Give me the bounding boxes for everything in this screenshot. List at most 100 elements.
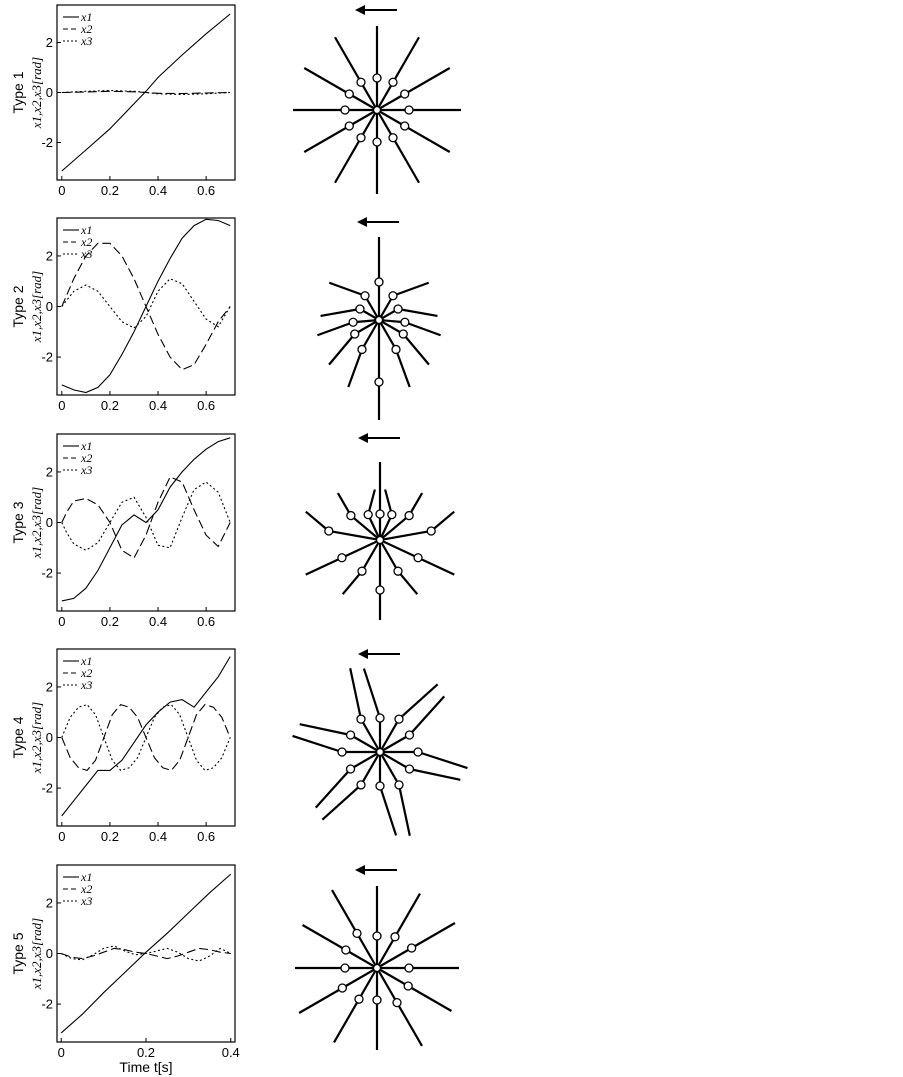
joint-node [390,932,400,942]
hub-node [372,105,382,115]
joint-node [388,291,398,301]
x-tick-label: 0.6 [197,829,215,844]
y-tick-label: 0 [46,299,53,314]
y-tick-label: 2 [46,35,53,50]
y-axis-label: x1,x2,x3[rad] [29,487,44,560]
joint-node [391,344,401,355]
link-segment [350,734,381,753]
joint-node [337,983,348,993]
arrow-left-icon [355,865,365,875]
series-line-x1 [61,13,231,172]
series-line-x3 [60,945,232,962]
joint-node [352,928,362,939]
joint-node [375,781,385,791]
link-segment [379,529,432,542]
link-segment [376,936,396,969]
link-segment [378,295,394,321]
joint-node [403,981,413,991]
joint-node [372,137,382,147]
link-segment [397,307,438,318]
x-axis-label: Time t[s] [119,1059,172,1075]
chart-panel-5: 0 0.2 0.4 -2 0 2 Type 5 x1,x2,x3[rad] Time t[s] x… [10,864,240,1075]
series-line-x3 [61,481,231,551]
y-axis-label: x1,x2,x3[rad] [29,918,44,991]
link-segment [376,967,409,987]
link-segment [392,281,430,297]
link-segment [320,307,361,318]
link-segment [328,281,366,297]
link-segment [334,36,362,83]
joint-node [404,730,415,740]
joint-node [400,121,410,131]
link-segment [367,514,381,541]
joint-node [340,963,350,973]
link-segment [298,987,343,1014]
link-segment [379,514,410,541]
joint-node [387,509,397,520]
link-segment [378,319,397,350]
x-tick-label: 0 [58,398,65,413]
link-segment [392,36,420,83]
x-tick-label: 0.4 [149,829,167,844]
series-line-x1 [61,437,231,602]
hub-node [375,535,385,545]
joint-node [345,764,356,774]
legend-label-x3: x3 [80,247,92,261]
x-tick-label: 0.2 [137,1045,155,1060]
link-segment [379,539,419,559]
link-segment [376,109,394,139]
x-tick-label: 0.6 [197,183,215,198]
panel-type-label: Type 1 [10,71,26,113]
link-segment [379,751,400,786]
joint-node [360,291,370,301]
legend-label-x3: x3 [80,894,92,908]
arrow-left-icon [355,5,365,15]
joint-node [341,945,351,955]
link-segment [321,784,362,821]
joint-node [357,344,367,355]
joint-node [404,510,414,521]
joint-node [337,747,347,757]
link-segment [347,349,364,388]
legend-label-x2: x2 [80,882,92,896]
x-tick-label: 0 [58,1045,65,1060]
joint-node [372,931,382,941]
joint-node [354,994,364,1004]
y-tick-label: -2 [41,135,53,150]
link-segment [356,932,378,969]
link-segment [305,556,343,576]
y-tick-label: 0 [46,85,53,100]
y-tick-label: 2 [46,679,53,694]
series-line-x1 [61,656,231,817]
legend-label-x1: x1 [80,223,92,237]
link-segment [392,137,420,184]
link-segment [314,768,352,809]
joint-node [404,105,414,115]
joint-node [375,509,385,519]
link-segment [334,137,362,184]
link-segment [301,924,347,951]
joint-node [337,553,347,563]
legend-label-x1: x1 [80,870,92,884]
x-tick-label: 0.2 [101,614,119,629]
link-segment [397,784,411,837]
link-segment [350,751,381,770]
link-segment [361,319,380,350]
link-segment [361,539,381,572]
link-segment [396,1002,423,1047]
joint-node [394,780,404,790]
link-segment [292,734,343,754]
link-segment [362,668,382,719]
y-axis-label: x1,x2,x3[rad] [29,57,44,130]
series-line-x3 [61,278,231,329]
joint-node [392,997,402,1008]
link-segment [341,967,378,989]
link-segment [407,985,453,1012]
link-segment [394,349,411,388]
legend-label-x1: x1 [80,10,92,24]
